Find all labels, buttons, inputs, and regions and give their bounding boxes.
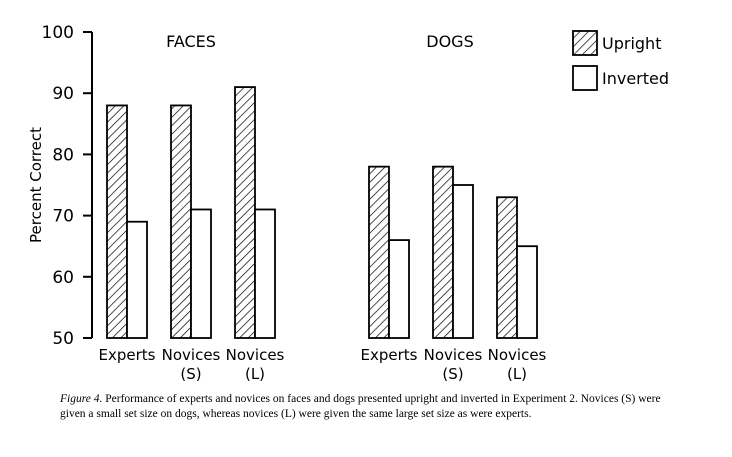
x-category-label: Novices <box>488 346 547 364</box>
x-category-label: (S) <box>180 365 201 383</box>
x-category-label: (L) <box>245 365 265 383</box>
group-label: FACES <box>166 32 216 51</box>
bar-inverted-faces <box>190 208 212 339</box>
figure-caption: Figure 4. Performance of experts and nov… <box>60 392 670 422</box>
bar-inverted-dogs <box>452 184 474 339</box>
x-category-label: (S) <box>442 365 463 383</box>
bar-upright-faces <box>106 104 128 339</box>
x-category-label: Novices <box>424 346 483 364</box>
x-category-label: Experts <box>361 346 418 364</box>
y-tick-label: 60 <box>52 268 74 288</box>
bar-upright-faces <box>234 86 256 339</box>
legend-swatch-upright <box>572 30 598 56</box>
x-category-label: Experts <box>99 346 156 364</box>
bar-upright-dogs <box>432 165 454 339</box>
legend-swatch-inverted <box>572 65 598 91</box>
y-tick-label: 100 <box>42 23 74 43</box>
y-tick-label: 80 <box>52 145 74 165</box>
x-category-label: Novices <box>226 346 285 364</box>
bar-inverted-dogs <box>388 239 410 339</box>
x-category-label: (L) <box>507 365 527 383</box>
legend-label-inverted: Inverted <box>602 69 669 88</box>
bar-upright-dogs <box>368 165 390 339</box>
bar-inverted-dogs <box>516 245 538 339</box>
y-tick-label: 50 <box>52 329 74 349</box>
group-label: DOGS <box>426 32 473 51</box>
bar-upright-dogs <box>496 196 518 339</box>
caption-figure-label: Figure 4. <box>60 393 103 405</box>
bar-inverted-faces <box>126 220 148 339</box>
y-axis-label: Percent Correct <box>27 127 45 243</box>
bar-upright-faces <box>170 104 192 339</box>
legend-label-upright: Upright <box>602 34 661 53</box>
y-tick-label: 70 <box>52 207 74 227</box>
x-category-label: Novices <box>162 346 221 364</box>
y-tick-label: 90 <box>52 84 74 104</box>
caption-text: Performance of experts and novices on fa… <box>60 393 661 420</box>
bar-inverted-faces <box>254 208 276 339</box>
